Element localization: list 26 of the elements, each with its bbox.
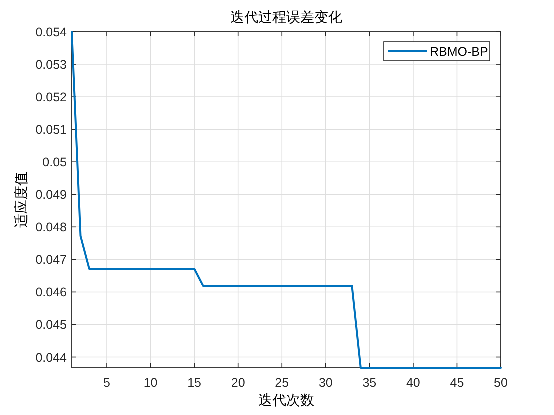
y-tick-label: 0.045 [36,318,68,332]
x-tick-label: 35 [362,376,377,390]
x-tick-label: 5 [104,376,111,390]
y-tick-label: 0.048 [36,220,68,235]
chart-title: 迭代过程误差变化 [230,10,342,26]
x-tick-label: 15 [188,376,202,390]
x-tick-label: 45 [450,376,464,390]
y-tick-label: 0.047 [36,253,68,268]
x-tick-label: 10 [144,376,158,390]
y-axis-title: 适应度值 [14,172,30,228]
legend: RBMO-BP [384,42,490,62]
y-tick-label: 0.051 [36,123,68,138]
x-tick-label: 30 [318,376,333,390]
y-tick-label: 0.049 [36,188,68,202]
y-tick-label: 0.046 [36,286,68,300]
x-tick-label: 50 [494,376,508,390]
x-tick-label: 20 [231,376,246,390]
y-tick-label: 0.052 [36,90,68,105]
x-tick-label: 25 [275,376,290,390]
legend-label: RBMO-BP [430,45,488,59]
x-axis-title: 迭代次数 [258,393,314,409]
y-tick-label: 0.05 [42,156,68,170]
y-tick-label: 0.053 [36,58,68,72]
x-tick-label: 40 [406,376,420,390]
y-tick-label: 0.044 [36,350,68,365]
y-tick-label: 0.054 [36,26,68,40]
